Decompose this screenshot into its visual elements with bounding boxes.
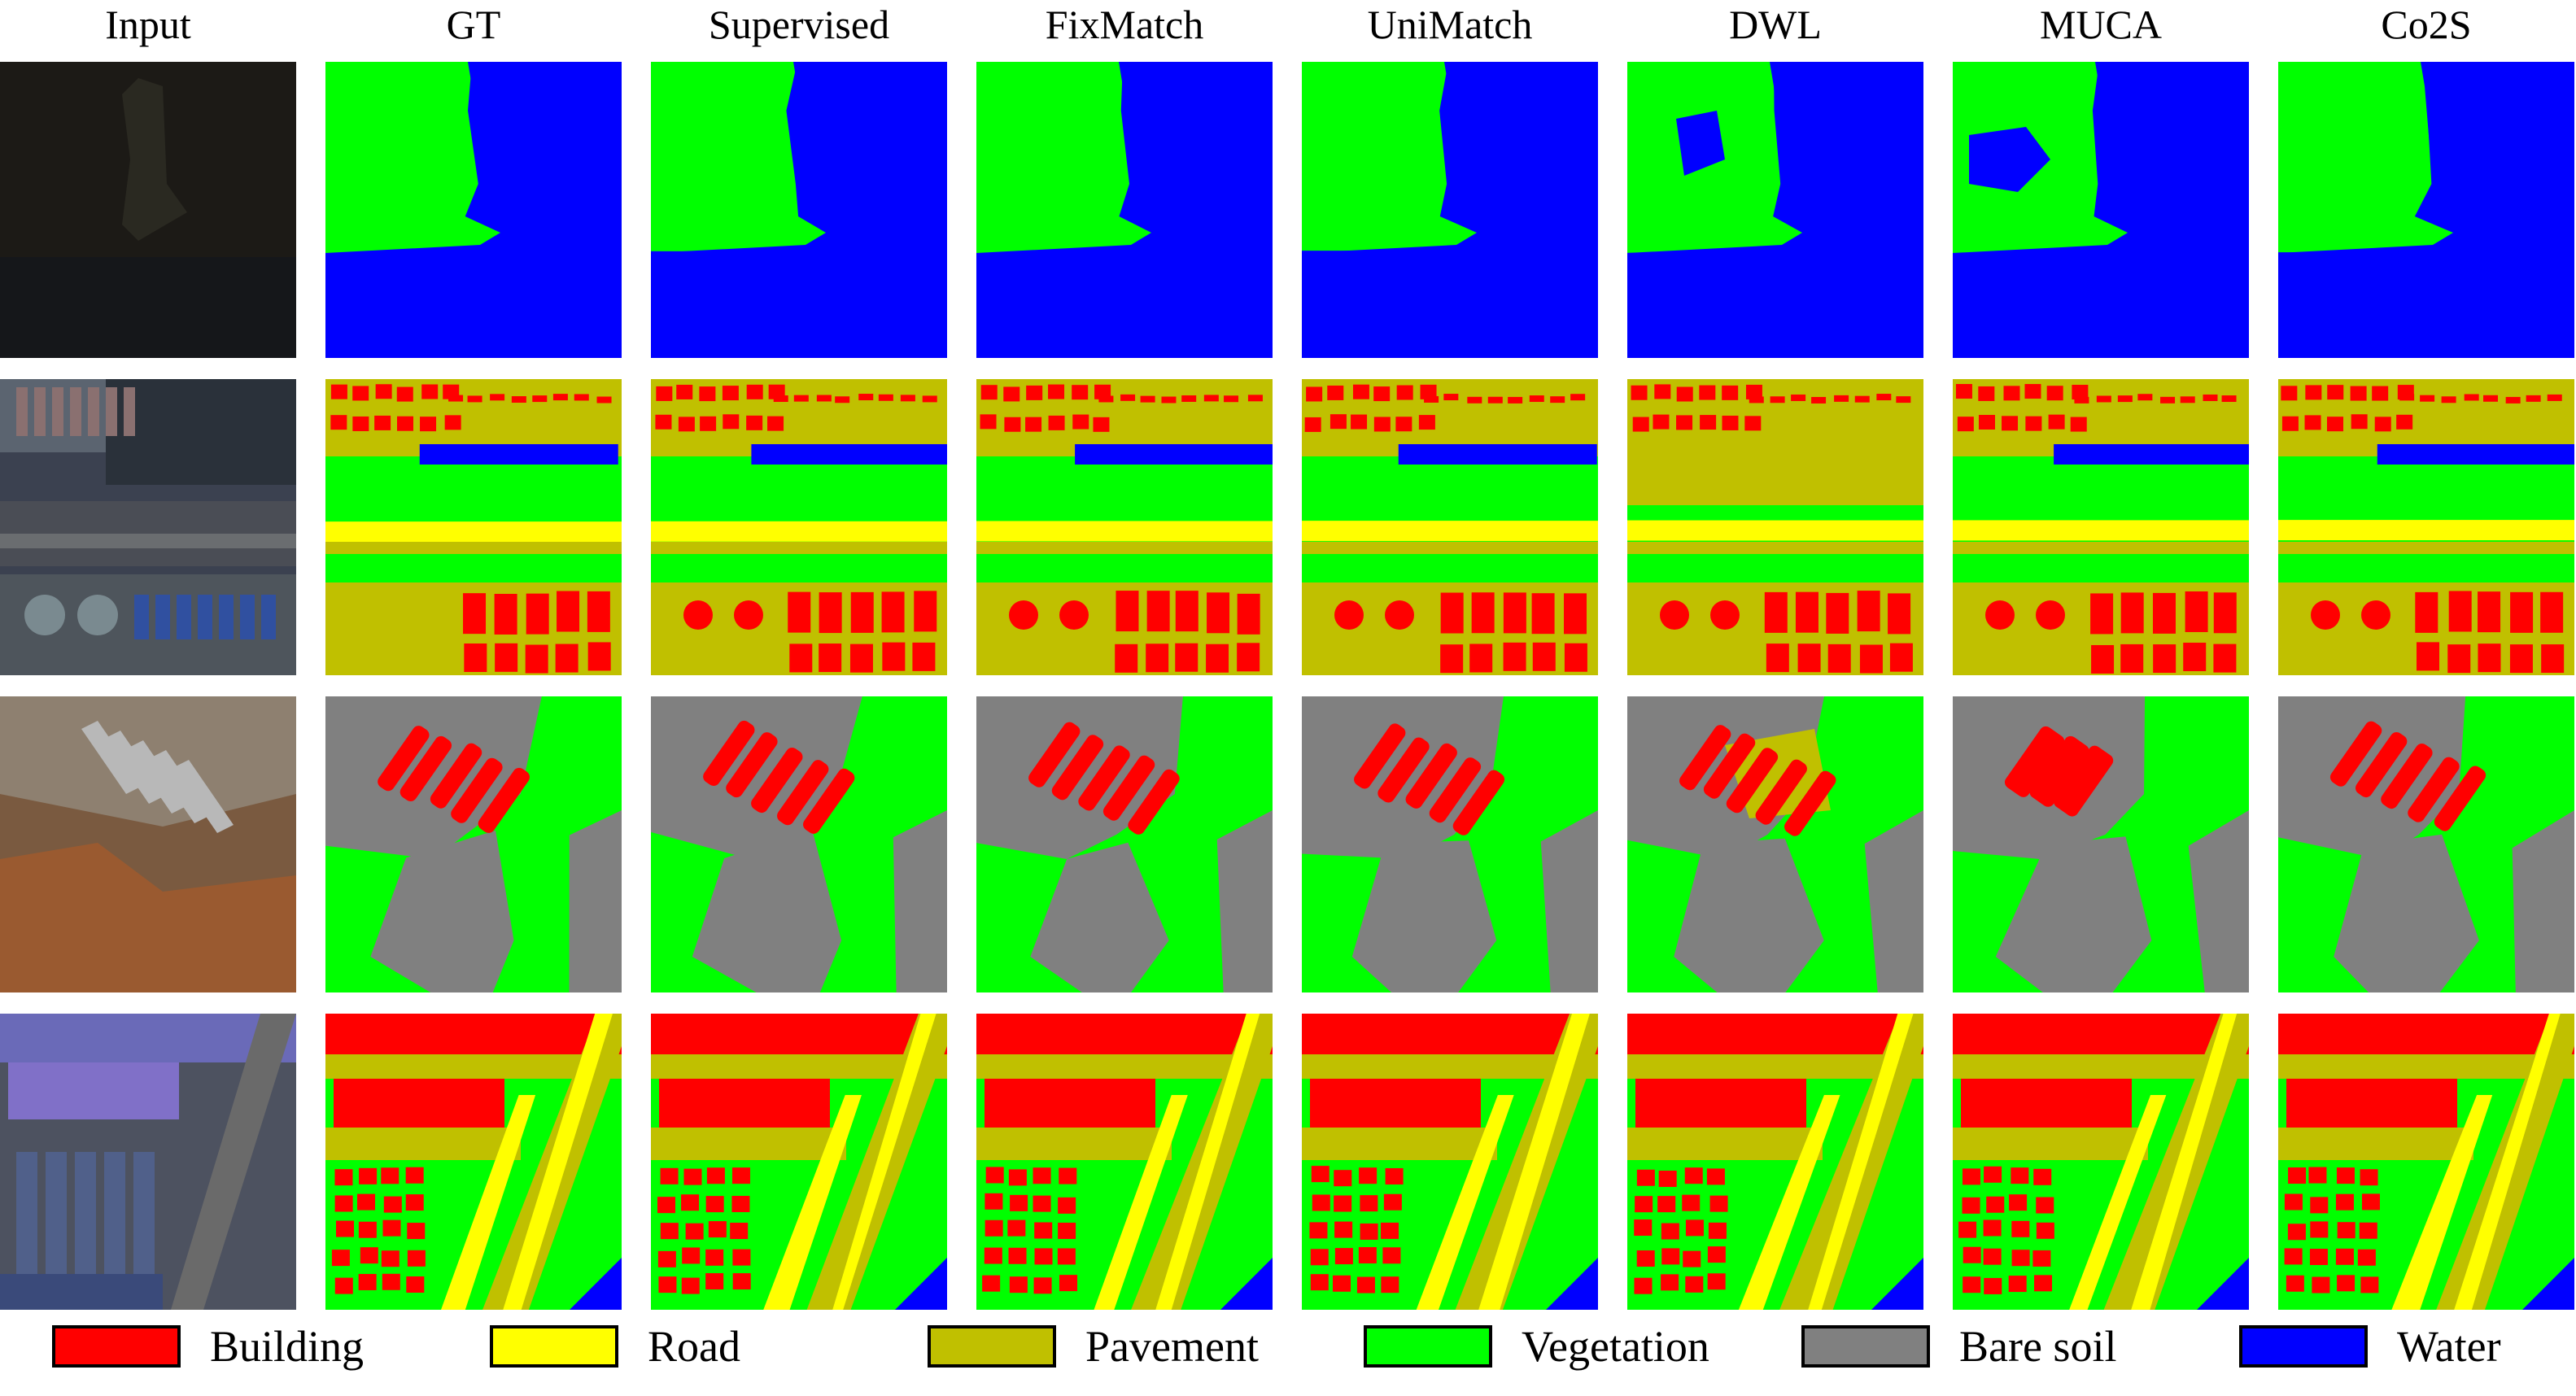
legend-swatch-pavement	[928, 1325, 1056, 1368]
legend-swatch-bare-soil	[1801, 1325, 1930, 1368]
tile-row-2-urban-river-unimatch	[1302, 379, 1598, 675]
tile-row-2-urban-river-input	[0, 379, 296, 675]
input-image	[0, 379, 296, 675]
segmentation-map	[1302, 379, 1598, 675]
tile-row-3-bare-soil-site-dwl	[1627, 696, 1923, 992]
segmentation-map	[976, 62, 1273, 358]
legend-label-vegetation: Vegetation	[1522, 1322, 1709, 1371]
tile-row-1-lake-dwl	[1627, 62, 1923, 358]
tile-row-2-urban-river-dwl	[1627, 379, 1923, 675]
column-header-muca: MUCA	[2039, 2, 2163, 47]
column-header-fixmatch: FixMatch	[1045, 2, 1204, 47]
tile-row-3-bare-soil-site-co2s	[2278, 696, 2574, 992]
tile-row-3-bare-soil-site-unimatch	[1302, 696, 1598, 992]
legend-swatch-road	[490, 1325, 618, 1368]
tile-row-2-urban-river-muca	[1953, 379, 2249, 675]
segmentation-map	[2278, 379, 2574, 675]
segmentation-map	[1627, 696, 1923, 992]
column-header-co2s: Co2S	[2381, 2, 2472, 47]
tile-row-3-bare-soil-site-supervised	[651, 696, 947, 992]
segmentation-map	[2278, 696, 2574, 992]
segmentation-map	[1302, 696, 1598, 992]
segmentation-map	[1627, 62, 1923, 358]
segmentation-map	[1627, 379, 1923, 675]
segmentation-map	[1302, 1014, 1598, 1310]
tile-row-2-urban-river-gt	[325, 379, 622, 675]
segmentation-map	[325, 62, 622, 358]
tile-row-1-lake-supervised	[651, 62, 947, 358]
tile-row-4-urban-roads-co2s	[2278, 1014, 2574, 1310]
column-header-supervised: Supervised	[708, 2, 890, 47]
segmentation-map	[1953, 62, 2249, 358]
segmentation-map	[1953, 1014, 2249, 1310]
tile-row-4-urban-roads-unimatch	[1302, 1014, 1598, 1310]
tile-row-4-urban-roads-supervised	[651, 1014, 947, 1310]
column-header-unimatch: UniMatch	[1367, 2, 1533, 47]
legend-label-bare-soil: Bare soil	[1959, 1322, 2117, 1371]
tile-row-3-bare-soil-site-muca	[1953, 696, 2249, 992]
segmentation-map	[976, 696, 1273, 992]
tile-row-2-urban-river-fixmatch	[976, 379, 1273, 675]
tile-row-1-lake-input	[0, 62, 296, 358]
legend-label-building: Building	[210, 1322, 365, 1371]
input-image	[0, 1014, 296, 1310]
segmentation-map	[325, 379, 622, 675]
legend-swatch-building	[52, 1325, 181, 1368]
segmentation-map	[651, 62, 947, 358]
segmentation-map	[2278, 1014, 2574, 1310]
segmentation-map	[1953, 379, 2249, 675]
tile-row-4-urban-roads-input	[0, 1014, 296, 1310]
column-header-dwl: DWL	[1729, 2, 1822, 47]
tile-row-2-urban-river-co2s	[2278, 379, 2574, 675]
tile-row-1-lake-muca	[1953, 62, 2249, 358]
segmentation-map	[325, 1014, 622, 1310]
tile-row-3-bare-soil-site-gt	[325, 696, 622, 992]
tile-row-4-urban-roads-muca	[1953, 1014, 2249, 1310]
segmentation-map	[976, 1014, 1273, 1310]
segmentation-map	[1302, 62, 1598, 358]
legend-label-water: Water	[2397, 1322, 2501, 1371]
legend-swatch-vegetation	[1364, 1325, 1492, 1368]
legend-label-road: Road	[648, 1322, 740, 1371]
column-header-gt: GT	[446, 2, 501, 47]
segmentation-map	[976, 379, 1273, 675]
tile-row-1-lake-fixmatch	[976, 62, 1273, 358]
legend-swatch-water	[2239, 1325, 2368, 1368]
segmentation-map	[1627, 1014, 1923, 1310]
tile-row-1-lake-gt	[325, 62, 622, 358]
tile-row-3-bare-soil-site-fixmatch	[976, 696, 1273, 992]
legend-label-pavement: Pavement	[1085, 1322, 1259, 1371]
input-image	[0, 696, 296, 992]
column-header-input: Input	[105, 2, 191, 47]
segmentation-map	[2278, 62, 2574, 358]
tile-row-1-lake-co2s	[2278, 62, 2574, 358]
tile-row-4-urban-roads-dwl	[1627, 1014, 1923, 1310]
segmentation-map	[651, 379, 947, 675]
segmentation-map	[651, 696, 947, 992]
segmentation-map	[651, 1014, 947, 1310]
tile-row-2-urban-river-supervised	[651, 379, 947, 675]
tile-row-3-bare-soil-site-input	[0, 696, 296, 992]
input-image	[0, 62, 296, 358]
tile-row-1-lake-unimatch	[1302, 62, 1598, 358]
tile-row-4-urban-roads-gt	[325, 1014, 622, 1310]
tile-row-4-urban-roads-fixmatch	[976, 1014, 1273, 1310]
segmentation-map	[325, 696, 622, 992]
segmentation-map	[1953, 696, 2249, 992]
